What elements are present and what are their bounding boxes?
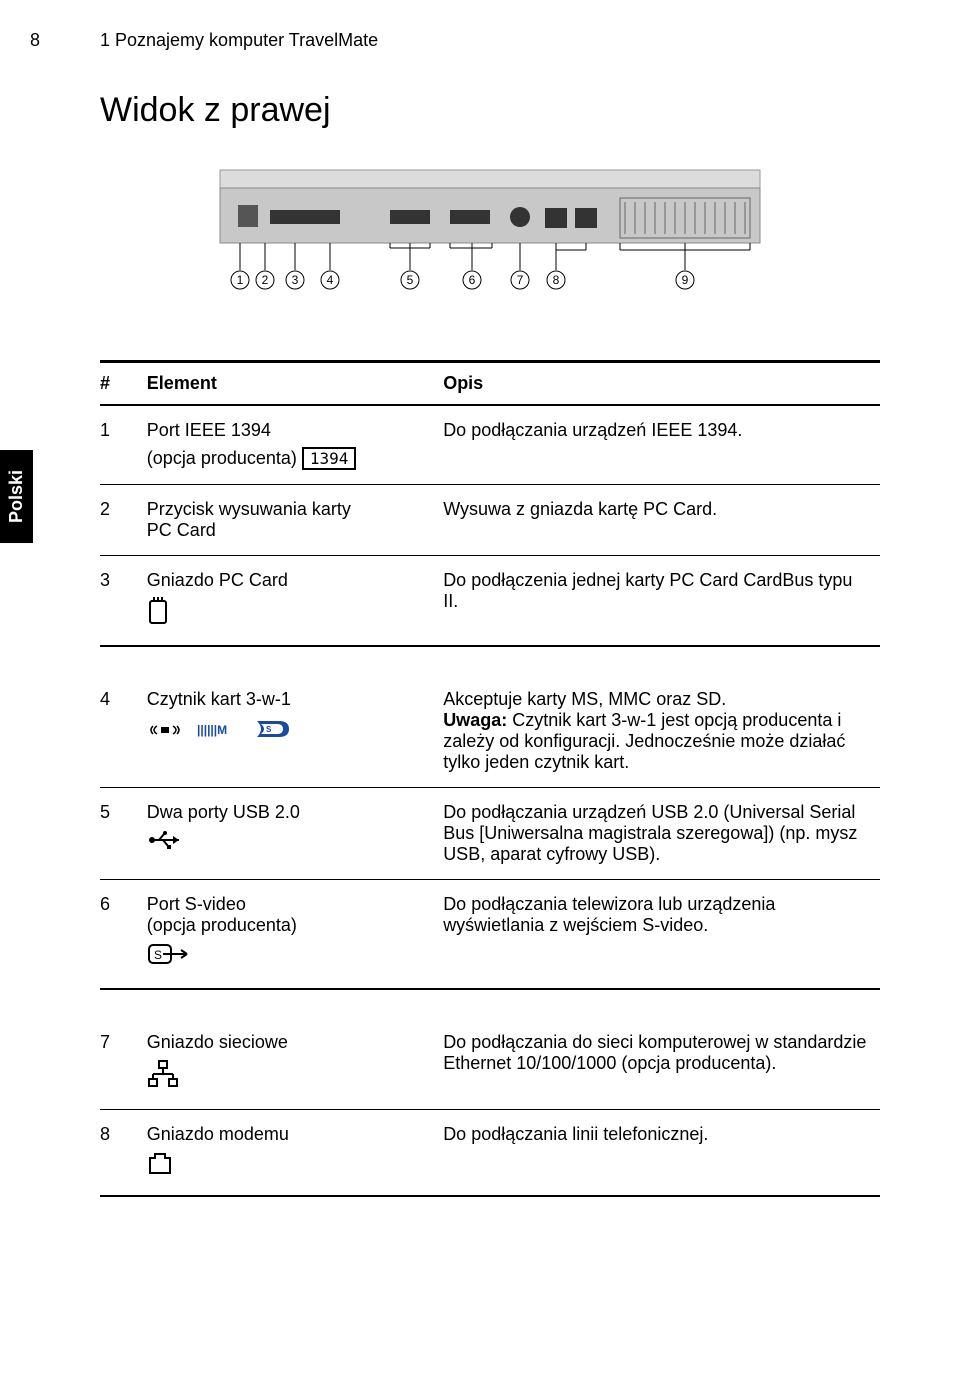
spec-table-1: # Element Opis 1 Port IEEE 1394 (opcja p… [100, 360, 880, 647]
spec-table-3: 7 Gniazdo sieciowe Do podłączania do sie… [100, 1018, 880, 1197]
svg-text:||||||M: ||||||M [197, 723, 227, 737]
row-num: 3 [100, 556, 147, 647]
desc-text: Akceptuje karty MS, MMC oraz SD. [443, 689, 726, 709]
table-row: 5 Dwa porty USB 2.0 Do podłączania urząd… [100, 788, 880, 880]
callout-6: 6 [469, 273, 476, 287]
row-elem: Przycisk wysuwania karty PC Card [147, 485, 443, 556]
row-elem: Port S-video (opcja producenta) S [147, 880, 443, 990]
row-desc: Do podłączania linii telefonicznej. [443, 1110, 880, 1197]
table-row: 7 Gniazdo sieciowe Do podłączania do sie… [100, 1018, 880, 1110]
row-elem: Czytnik kart 3-w-1 ||||||M S [147, 675, 443, 788]
elem-text: Czytnik kart 3-w-1 [147, 689, 291, 709]
table-row: 4 Czytnik kart 3-w-1 ||||||M [100, 675, 880, 788]
svg-text:S: S [266, 725, 272, 734]
row-num: 5 [100, 788, 147, 880]
cardreader-icons: ||||||M S [147, 716, 435, 743]
col-header-elem: Element [147, 362, 443, 406]
row-num: 4 [100, 675, 147, 788]
table-row: 6 Port S-video (opcja producenta) S Do p… [100, 880, 880, 990]
callout-9: 9 [682, 273, 689, 287]
row-desc: Do podłączania urządzeń USB 2.0 (Univers… [443, 788, 880, 880]
row-elem: Gniazdo PC Card [147, 556, 443, 647]
callout-2: 2 [262, 273, 269, 287]
table-row: 1 Port IEEE 1394 (opcja producenta) 1394… [100, 405, 880, 485]
elem-text: Gniazdo sieciowe [147, 1032, 288, 1052]
page: 8 1 Poznajemy komputer TravelMate Widok … [0, 0, 960, 1265]
elem-text: Port IEEE 1394 [147, 420, 271, 440]
laptop-side-svg: 1 2 3 4 5 6 7 8 9 [200, 150, 780, 320]
modem-icon [147, 1151, 435, 1181]
elem-subtext: (opcja producenta) [147, 915, 297, 935]
callout-3: 3 [292, 273, 299, 287]
running-header: 1 Poznajemy komputer TravelMate [100, 30, 880, 51]
page-number: 8 [30, 30, 40, 51]
row-elem: Gniazdo modemu [147, 1110, 443, 1197]
svg-text:S: S [154, 948, 162, 962]
row-num: 7 [100, 1018, 147, 1110]
pccard-icon [147, 597, 435, 631]
row-elem: Dwa porty USB 2.0 [147, 788, 443, 880]
elem-text: Port S-video [147, 894, 246, 914]
table-row: 3 Gniazdo PC Card Do podłączenia jednej … [100, 556, 880, 647]
ieee1394-icon: 1394 [302, 447, 357, 470]
callout-4: 4 [327, 273, 334, 287]
col-header-num: # [100, 362, 147, 406]
row-desc: Do podłączania urządzeń IEEE 1394. [443, 405, 880, 485]
row-elem: Gniazdo sieciowe [147, 1018, 443, 1110]
callout-5: 5 [407, 273, 414, 287]
network-icon [147, 1059, 435, 1095]
col-header-desc: Opis [443, 362, 880, 406]
row-desc: Wysuwa z gniazda kartę PC Card. [443, 485, 880, 556]
row-desc: Do podłączenia jednej karty PC Card Card… [443, 556, 880, 647]
elem-text: Gniazdo PC Card [147, 570, 288, 590]
section-title: Widok z prawej [100, 91, 880, 130]
spec-table-2: 4 Czytnik kart 3-w-1 ||||||M [100, 675, 880, 990]
elem-subtext: (opcja producenta) [147, 448, 297, 468]
elem-subtext: PC Card [147, 520, 216, 540]
elem-text: Dwa porty USB 2.0 [147, 802, 300, 822]
row-desc: Do podłączania telewizora lub urządzenia… [443, 880, 880, 990]
elem-text: Przycisk wysuwania karty [147, 499, 351, 519]
row-num: 1 [100, 405, 147, 485]
svideo-icon: S [147, 942, 435, 974]
language-tab: Polski [0, 450, 33, 543]
row-num: 6 [100, 880, 147, 990]
callout-8: 8 [553, 273, 560, 287]
note-label: Uwaga: [443, 710, 507, 730]
row-num: 8 [100, 1110, 147, 1197]
table-row: 8 Gniazdo modemu Do podłączania linii te… [100, 1110, 880, 1197]
side-view-diagram: 1 2 3 4 5 6 7 8 9 [100, 150, 880, 320]
row-num: 2 [100, 485, 147, 556]
elem-text: Gniazdo modemu [147, 1124, 289, 1144]
callout-1: 1 [237, 273, 244, 287]
callout-7: 7 [517, 273, 524, 287]
row-elem: Port IEEE 1394 (opcja producenta) 1394 [147, 405, 443, 485]
row-desc: Do podłączania do sieci komputerowej w s… [443, 1018, 880, 1110]
table-row: 2 Przycisk wysuwania karty PC Card Wysuw… [100, 485, 880, 556]
row-desc: Akceptuje karty MS, MMC oraz SD. Uwaga: … [443, 675, 880, 788]
usb-icon [147, 829, 435, 857]
